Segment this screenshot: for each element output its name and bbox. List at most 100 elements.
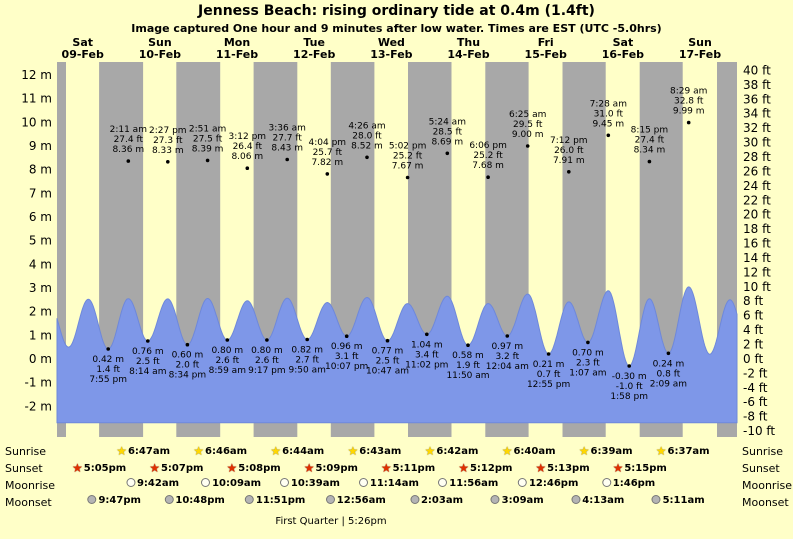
sunset-star-icon: ★: [380, 461, 392, 475]
astro-time: 5:11pm: [392, 463, 436, 474]
tide-event-dot: [567, 170, 571, 174]
low-tide-annotation-line: -1.0 ft: [616, 382, 643, 392]
high-tide-annotation-line: 2:27 pm: [149, 126, 187, 136]
tide-event-dot: [445, 151, 450, 156]
sunset-star-icon: ★: [149, 461, 160, 475]
high-tide-annotation-line: 7.68 m: [472, 161, 504, 171]
sunrise-star-icon: ★: [116, 444, 127, 458]
day-header-date: 10-Feb: [139, 48, 181, 61]
day-header-weekday: Wed: [378, 36, 405, 49]
y-axis-label-feet: 14 ft: [743, 251, 771, 265]
astro-time: 10:09am: [212, 478, 262, 489]
astro-time: 6:39am: [590, 446, 633, 457]
low-tide-annotation-line: 12:04 am: [486, 362, 529, 372]
y-axis-label-meters: 7 m: [29, 186, 52, 200]
moonset-marker: 11:51pm: [244, 495, 305, 506]
moonrise-marker: 10:39am: [279, 478, 340, 489]
sunrise-star-icon: ★: [578, 444, 590, 458]
high-tide-annotation-line: 7:28 am: [590, 99, 627, 109]
day-header-weekday: Thu: [457, 36, 480, 49]
day-header-date: 15-Feb: [525, 48, 567, 61]
low-tide-annotation-line: 2.0 ft: [176, 361, 200, 371]
low-tide-annotation-line: 10:07 pm: [325, 362, 368, 372]
high-tide-annotation-line: 26.0 ft: [554, 146, 584, 156]
astro-time: 6:37am: [667, 446, 710, 457]
y-axis-label-feet: 20 ft: [743, 208, 771, 222]
moonrise-circle-icon: [279, 478, 289, 487]
low-tide-annotation-line: 7:55 pm: [89, 375, 127, 385]
high-tide-annotation-line: 8.43 m: [271, 144, 303, 154]
moon-phase-note: First Quarter | 5:26pm: [275, 516, 387, 527]
y-axis-label-meters: 8 m: [29, 163, 52, 177]
sunset-marker: ★5:09pm: [304, 461, 358, 475]
day-header-date: 13-Feb: [370, 48, 412, 61]
high-tide-annotation-line: 27.7 ft: [272, 134, 302, 144]
high-tide-annotation-line: 9.99 m: [673, 107, 705, 117]
moonrise-circle-icon: [125, 478, 135, 487]
moonset-row-label-left: Moonset: [5, 496, 52, 509]
day-header-weekday: Sun: [688, 36, 712, 49]
tide-event-dot: [205, 158, 210, 163]
y-axis-label-feet: 26 ft: [743, 164, 771, 178]
sunrise-marker: ★6:46am: [193, 444, 247, 458]
low-tide-annotation-line: 9:17 pm: [248, 366, 286, 376]
tide-event-dot: [245, 166, 250, 170]
moonrise-row-label-right: Moonrise: [742, 479, 792, 492]
low-tide-annotation-line: 0.8 ft: [657, 369, 681, 379]
moonrise-circle-icon: [438, 478, 448, 487]
astro-time: 5:09pm: [315, 463, 358, 474]
y-axis-label-feet: -2 ft: [743, 366, 768, 380]
low-tide-annotation-line: 2:09 am: [650, 379, 687, 389]
moonrise-marker: 12:46pm: [517, 478, 578, 489]
moonset-circle-icon: [490, 495, 500, 504]
high-tide-annotation-line: 8.69 m: [431, 137, 463, 147]
tide-event-dot: [225, 338, 230, 342]
low-tide-annotation-line: 0.58 m: [452, 351, 484, 361]
tide-event-dot: [466, 343, 470, 348]
day-header-date: 17-Feb: [679, 48, 721, 61]
y-axis-label-meters: 0 m: [29, 352, 52, 366]
y-axis-label-feet: 18 ft: [743, 222, 771, 236]
low-tide-annotation-line: 1.4 ft: [96, 365, 120, 375]
moonrise-row-label-left: Moonrise: [5, 479, 55, 492]
high-tide-annotation-line: 9.00 m: [512, 130, 544, 140]
low-tide-annotation-line: 11:50 am: [446, 371, 489, 381]
sunrise-row-label-left: Sunrise: [5, 445, 47, 458]
sunrise-marker: ★6:37am: [656, 444, 710, 458]
y-axis-label-feet: 2 ft: [743, 338, 763, 352]
tide-event-dot: [686, 120, 691, 125]
moonset-circle-icon: [325, 495, 335, 504]
low-tide-annotation-line: 2.6 ft: [255, 356, 279, 366]
tide-event-dot: [265, 338, 269, 342]
low-tide-annotation-line: 0.80 m: [251, 346, 283, 356]
sunrise-star-icon: ★: [501, 444, 513, 458]
astro-time: 5:13pm: [547, 463, 590, 474]
sunrise-marker: ★6:39am: [579, 444, 633, 458]
high-tide-annotation-line: 8.39 m: [192, 144, 224, 154]
tide-event-dot: [344, 334, 349, 339]
y-axis-label-meters: 2 m: [29, 305, 52, 319]
low-tide-annotation-line: 0.42 m: [92, 355, 124, 365]
astro-time: 10:39am: [290, 478, 340, 489]
high-tide-annotation-line: 29.5 ft: [513, 120, 543, 130]
tide-event-dot: [546, 352, 551, 356]
y-axis-label-meters: 10 m: [21, 115, 52, 129]
high-tide-annotation-line: 25.2 ft: [473, 151, 503, 161]
moonset-row-label-right: Moonset: [742, 496, 789, 509]
low-tide-annotation-line: 1:58 pm: [610, 392, 648, 402]
astro-time: 6:44am: [282, 446, 325, 457]
day-header-weekday: Sun: [148, 36, 172, 49]
y-axis-label-feet: -10 ft: [743, 424, 775, 438]
astro-row-moonset: Moonset 9:47pm 10:48pm 11:51pm 12:56am 2:03a…: [0, 495, 793, 512]
y-axis-label-feet: -6 ft: [743, 395, 768, 409]
low-tide-annotation-line: 2.6 ft: [215, 356, 239, 366]
moonset-marker: 12:56am: [325, 495, 386, 506]
low-tide-annotation-line: 0.80 m: [211, 346, 243, 356]
high-tide-annotation-line: 2:11 am: [110, 125, 147, 135]
astro-time: 5:05pm: [83, 463, 127, 474]
y-axis-label-feet: 22 ft: [743, 193, 771, 207]
astro-time: 2:03am: [420, 495, 464, 506]
high-tide-annotation-line: 7.82 m: [311, 158, 343, 168]
sunset-star-icon: ★: [458, 461, 469, 475]
